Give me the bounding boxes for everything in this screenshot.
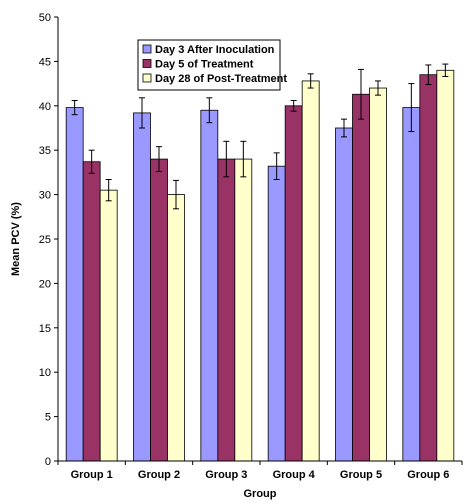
x-axis-title: Group xyxy=(244,488,277,500)
bar-2-series-2 xyxy=(150,158,168,462)
y-axis-ticks: 0 5 10 15 20 25 30 35 40 45 50 xyxy=(39,12,58,468)
y-tick-label: 25 xyxy=(39,234,51,246)
legend-swatch xyxy=(142,44,152,54)
x-axis-categories: Group 1 Group 2 Group 3 Group 4 Group 5 Group… xyxy=(57,461,463,481)
y-axis-title: Mean PCV (%) xyxy=(10,202,22,276)
bar-4-series-3 xyxy=(301,80,320,462)
x-category-label: Group 5 xyxy=(340,469,382,481)
legend-label: Day 28 of Post-Treatment xyxy=(155,73,287,85)
legend-swatch xyxy=(142,59,152,68)
bar-5-series-3 xyxy=(369,87,387,462)
x-category-label: Group 4 xyxy=(273,469,316,481)
y-tick-label: 45 xyxy=(39,56,51,68)
bar-5-series-2 xyxy=(352,93,370,462)
bar-2-series-3 xyxy=(167,194,185,462)
bar-6-series-1 xyxy=(402,107,421,462)
bar-3-series-2 xyxy=(217,158,236,462)
bars-layer xyxy=(65,63,455,462)
legend-swatch xyxy=(142,73,152,83)
legend: Day 3 After Inoculation Day 5 of Treatmen… xyxy=(137,39,287,91)
bar-6-series-3 xyxy=(436,69,455,462)
x-category-label: Group 6 xyxy=(407,469,449,481)
bar-5-series-1 xyxy=(335,127,353,462)
bar-1-series-3 xyxy=(99,189,118,462)
bar-2-series-1 xyxy=(133,112,151,462)
y-tick-label: 40 xyxy=(39,101,51,113)
legend-label: Day 5 of Treatment xyxy=(155,59,254,71)
bar-6-series-2 xyxy=(419,74,438,462)
x-category-label: Group 3 xyxy=(205,469,247,481)
y-tick-label: 0 xyxy=(45,456,51,468)
y-tick-label: 30 xyxy=(39,190,51,202)
y-tick-label: 5 xyxy=(45,412,51,424)
y-tick-label: 10 xyxy=(39,367,51,379)
x-category-label: Group 2 xyxy=(138,469,180,481)
legend-box xyxy=(137,39,281,91)
bar-1-series-1 xyxy=(65,107,84,462)
bar-4-series-2 xyxy=(284,105,303,462)
bar-4-series-1 xyxy=(267,165,286,462)
x-category-label: Group 1 xyxy=(71,469,113,481)
y-tick-label: 50 xyxy=(39,12,51,24)
legend-label: Day 3 After Inoculation xyxy=(155,44,275,56)
y-tick-label: 35 xyxy=(39,145,51,157)
y-tick-label: 15 xyxy=(39,323,51,335)
bar-3-series-1 xyxy=(200,109,219,462)
bar-1-series-2 xyxy=(82,161,101,462)
y-tick-label: 20 xyxy=(39,278,51,290)
bar-3-series-3 xyxy=(234,158,253,462)
